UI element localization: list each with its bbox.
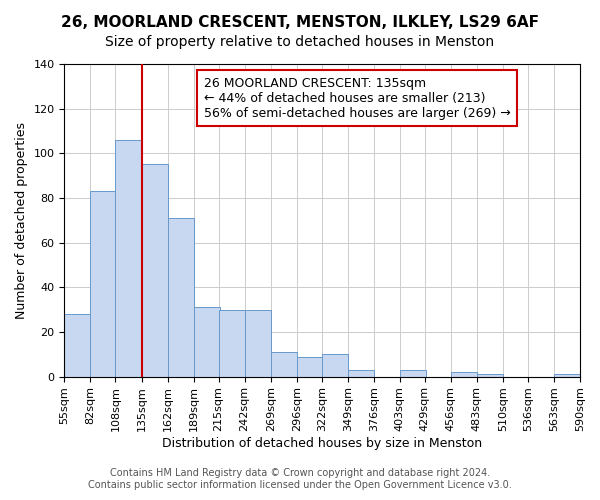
Bar <box>142 164 167 376</box>
Text: Size of property relative to detached houses in Menston: Size of property relative to detached ho… <box>106 35 494 49</box>
X-axis label: Distribution of detached houses by size in Menston: Distribution of detached houses by size … <box>162 437 482 450</box>
Bar <box>400 370 426 376</box>
Bar <box>115 140 142 376</box>
Bar <box>271 352 296 376</box>
Text: 26 MOORLAND CRESCENT: 135sqm
← 44% of detached houses are smaller (213)
56% of s: 26 MOORLAND CRESCENT: 135sqm ← 44% of de… <box>203 76 511 120</box>
Bar <box>477 374 503 376</box>
Bar <box>167 218 194 376</box>
Bar <box>348 370 374 376</box>
Bar <box>64 314 91 376</box>
Bar <box>91 192 116 376</box>
Bar <box>451 372 477 376</box>
Bar <box>194 308 220 376</box>
Bar <box>218 310 245 376</box>
Bar <box>296 356 323 376</box>
Bar <box>322 354 348 376</box>
Y-axis label: Number of detached properties: Number of detached properties <box>15 122 28 319</box>
Text: 26, MOORLAND CRESCENT, MENSTON, ILKLEY, LS29 6AF: 26, MOORLAND CRESCENT, MENSTON, ILKLEY, … <box>61 15 539 30</box>
Bar <box>245 310 271 376</box>
Bar <box>554 374 580 376</box>
Text: Contains HM Land Registry data © Crown copyright and database right 2024.
Contai: Contains HM Land Registry data © Crown c… <box>88 468 512 490</box>
